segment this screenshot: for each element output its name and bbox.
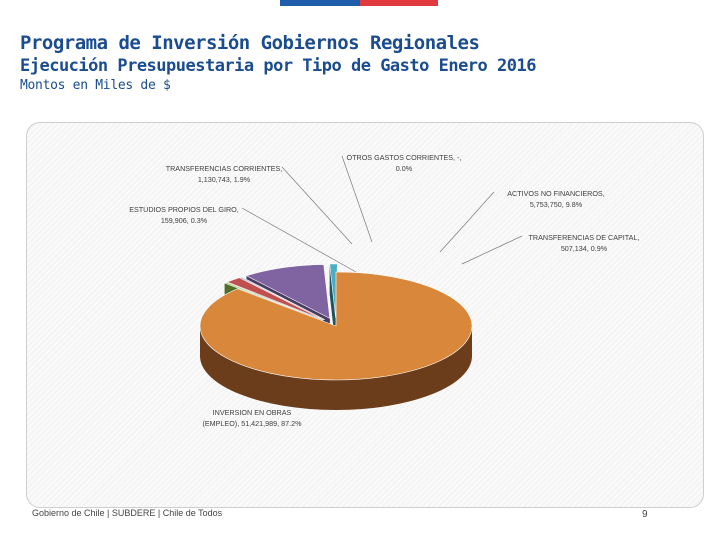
data-label-line-estudios-propios-del-giro-1: 159,906, 0.3% [161, 216, 208, 225]
leader-line-estudios-propios-del-giro [241, 207, 357, 273]
footer-text: Gobierno de Chile | SUBDERE | Chile de T… [32, 508, 223, 518]
top-accent-red [360, 0, 438, 6]
top-accent-bar [280, 0, 438, 6]
data-label-line-transferencias-de-capital-0: TRANSFERENCIAS DE CAPITAL, [529, 233, 640, 242]
pie-slice-transferencias-corrientes [226, 277, 325, 321]
top-accent-blue [280, 0, 360, 6]
data-label-activos-no-financieros: ACTIVOS NO FINANCIEROS, 5,753,750, 9.8% [507, 189, 604, 209]
pie-slice-transferencias-de-capital [329, 263, 338, 318]
data-label-line-transferencias-de-capital-1: 507,134, 0.9% [561, 244, 608, 253]
data-label-line-estudios-propios-del-giro-0: ESTUDIOS PROPIOS DEL GIRO, [129, 205, 239, 214]
page-number: 9 [642, 509, 648, 520]
data-label-line-inversion-en-obras-empleo-1: (EMPLEO), 51,421,989, 87.2% [202, 419, 302, 428]
data-label-otros-gastos-corrientes: OTROS GASTOS CORRIENTES, -, 0.0% [347, 153, 462, 173]
leader-line-transferencias-de-capital [461, 235, 523, 265]
leader-line-activos-no-financieros [439, 191, 495, 253]
units-note: Montos en Miles de $ [20, 78, 171, 93]
pie-slice-estudios-propios-del-giro [223, 282, 324, 321]
data-label-line-inversion-en-obras-empleo-0: INVERSION EN OBRAS [213, 408, 292, 417]
slide-subtitle: Ejecución Presupuestaria por Tipo de Gas… [20, 56, 536, 76]
data-label-line-transferencias-corrientes-1: 1,130,743, 1.9% [198, 175, 251, 184]
data-label-line-activos-no-financieros-0: ACTIVOS NO FINANCIEROS, [507, 189, 604, 198]
data-label-line-otros-gastos-corrientes-1: 0.0% [396, 164, 413, 173]
pie-slice-otros-gastos-corrientes [239, 276, 326, 320]
data-label-transferencias-corrientes: TRANSFERENCIAS CORRIENTES, 1,130,743, 1.9… [166, 164, 283, 184]
data-label-line-activos-no-financieros-1: 5,753,750, 9.8% [530, 200, 583, 209]
slide-title: Programa de Inversión Gobiernos Regional… [20, 32, 480, 54]
data-label-estudios-propios-del-giro: ESTUDIOS PROPIOS DEL GIRO, 159,906, 0.3% [129, 205, 239, 225]
data-label-line-otros-gastos-corrientes-0: OTROS GASTOS CORRIENTES, -, [347, 153, 462, 162]
pie-side-inversion-en-obras-empleo-0 [200, 326, 472, 410]
data-label-transferencias-de-capital: TRANSFERENCIAS DE CAPITAL, 507,134, 0.9% [529, 233, 640, 253]
leader-line-transferencias-corrientes [281, 166, 353, 245]
data-label-line-transferencias-corrientes-0: TRANSFERENCIAS CORRIENTES, [166, 164, 283, 173]
pie-slice-activos-no-financieros [245, 264, 331, 319]
pie-slice-inversion-en-obras-empleo [199, 271, 473, 381]
data-label-inversion-en-obras-empleo: INVERSION EN OBRAS (EMPLEO), 51,421,989, … [202, 408, 302, 428]
leader-line-otros-gastos-corrientes [341, 155, 373, 243]
